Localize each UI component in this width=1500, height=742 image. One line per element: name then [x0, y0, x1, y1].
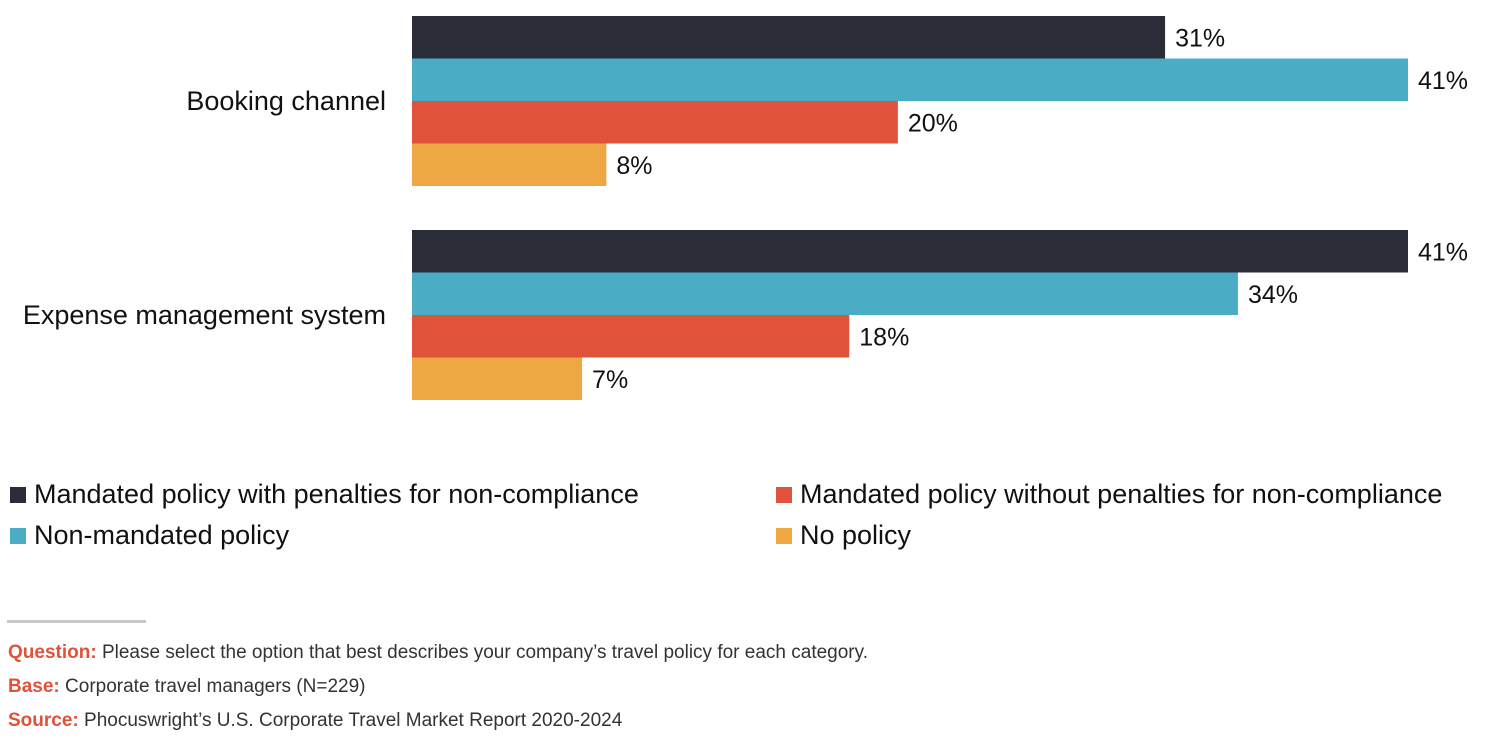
- bar-expense-management-system-no-policy: [412, 357, 583, 400]
- footnote-divider: [7, 620, 146, 623]
- legend-label: No policy: [800, 520, 912, 550]
- source-key: Source:: [8, 710, 79, 731]
- bar-booking-channel-no-policy: [412, 143, 607, 186]
- bar-chart: Booking channel 31% 41% 20% 8% Expense manage…: [23, 16, 1468, 400]
- source-text: Phocuswright’s U.S. Corporate Travel Mar…: [78, 710, 623, 731]
- legend-swatch: [776, 486, 792, 503]
- data-label-booking-channel-non-mandated-policy: 41%: [1418, 67, 1468, 95]
- legend: Mandated policy with penalties for non-c…: [10, 476, 1500, 554]
- base-key: Base:: [8, 676, 60, 697]
- base-text: Corporate travel managers (N=229): [59, 676, 366, 697]
- legend-item-non-mandated: Non-mandated policy: [10, 517, 776, 554]
- legend-label: Mandated policy without penalties for no…: [800, 479, 1443, 509]
- bar-expense-management-system-mandated-policy-with-penalties-for-non-compliance: [412, 230, 1408, 273]
- legend-label: Mandated policy with penalties for non-c…: [34, 479, 639, 509]
- question-key: Question:: [8, 642, 97, 663]
- question-text: Please select the option that best descr…: [96, 642, 868, 663]
- data-label-expense-management-system-mandated-policy-with-penalties-for-non-compliance: 41%: [1418, 238, 1468, 266]
- category-label-expense-management-system: Expense management system: [23, 300, 386, 330]
- bar-expense-management-system-mandated-policy-without-penalties-for-non-compliance: [412, 315, 850, 358]
- bar-expense-management-system-non-mandated-policy: [412, 272, 1238, 315]
- legend-swatch: [10, 527, 26, 544]
- data-label-booking-channel-no-policy: 8%: [616, 152, 652, 180]
- legend-swatch: [10, 486, 26, 503]
- legend-item-mandated-with-penalties: Mandated policy with penalties for non-c…: [10, 476, 776, 513]
- data-label-expense-management-system-non-mandated-policy: 34%: [1248, 281, 1298, 309]
- data-label-expense-management-system-mandated-policy-without-penalties-for-non-compliance: 18%: [859, 323, 909, 351]
- category-label-booking-channel: Booking channel: [186, 86, 386, 116]
- data-label-booking-channel-mandated-policy-without-penalties-for-non-compliance: 20%: [908, 109, 958, 137]
- legend-swatch: [776, 527, 792, 544]
- base-note: Base: Corporate travel managers (N=229): [8, 674, 868, 708]
- data-label-expense-management-system-no-policy: 7%: [592, 366, 628, 394]
- question-note: Question: Please select the option that …: [8, 640, 868, 674]
- bar-booking-channel-mandated-policy-with-penalties-for-non-compliance: [412, 16, 1166, 59]
- source-note: Source: Phocuswright’s U.S. Corporate Tr…: [8, 708, 868, 742]
- bar-booking-channel-non-mandated-policy: [412, 58, 1408, 101]
- bar-booking-channel-mandated-policy-without-penalties-for-non-compliance: [412, 101, 898, 144]
- legend-label: Non-mandated policy: [34, 520, 290, 550]
- data-label-booking-channel-mandated-policy-with-penalties-for-non-compliance: 31%: [1175, 24, 1225, 52]
- footnotes: Question: Please select the option that …: [8, 640, 868, 742]
- legend-item-mandated-without-penalties: Mandated policy without penalties for no…: [776, 476, 1500, 513]
- legend-item-no-policy: No policy: [776, 517, 1500, 554]
